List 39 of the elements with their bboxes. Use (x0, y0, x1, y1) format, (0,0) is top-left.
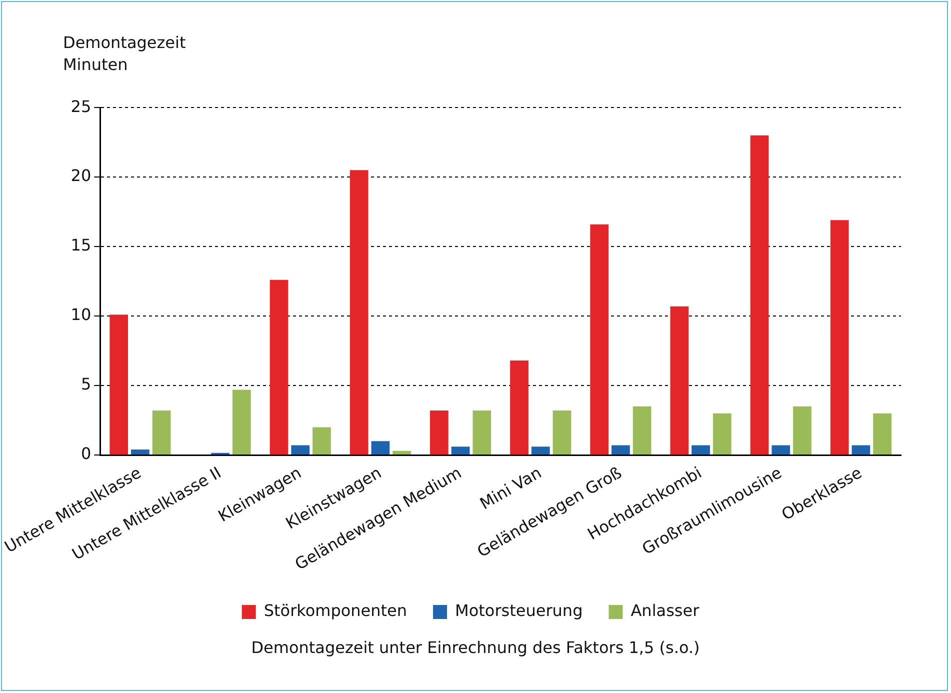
bar (152, 410, 171, 455)
bar (552, 410, 572, 455)
bar (472, 410, 492, 455)
bar (291, 445, 310, 455)
legend-label: Anlasser (630, 601, 700, 620)
y-tick-label: 15 (70, 236, 92, 255)
legend-label: Motorsteuerung (455, 601, 583, 620)
bar (692, 445, 710, 455)
bar (510, 360, 528, 455)
text: Demontagezeit unter Einrechnung des Faktors 1,5 (s.o.) (250, 638, 701, 657)
bar (612, 445, 630, 455)
bar (852, 445, 870, 455)
bar (830, 220, 849, 455)
bar (350, 170, 368, 455)
bar (270, 280, 288, 455)
y-tick-label: 5 (80, 374, 92, 394)
bar (712, 413, 732, 455)
bar (670, 306, 689, 455)
bar (590, 224, 609, 455)
y-axis-title: Demontagezeit Minuten (63, 32, 186, 76)
bar (750, 135, 769, 455)
bar (793, 406, 812, 455)
bar (873, 413, 892, 455)
bar (451, 446, 470, 455)
y-tick-label: 0 (80, 444, 92, 464)
bar (392, 450, 411, 455)
bar (312, 427, 331, 455)
y-tick-label: 20 (70, 166, 92, 186)
bar (232, 390, 251, 455)
y-tick-label: 10 (70, 305, 92, 324)
bar (531, 446, 550, 455)
bar (430, 410, 448, 455)
bar (110, 314, 128, 455)
bar (371, 441, 390, 455)
bar (772, 445, 790, 455)
y-tick-label: 25 (70, 96, 92, 116)
bar (632, 406, 652, 455)
legend-label: Störkomponenten (264, 601, 408, 620)
bar (131, 449, 150, 455)
